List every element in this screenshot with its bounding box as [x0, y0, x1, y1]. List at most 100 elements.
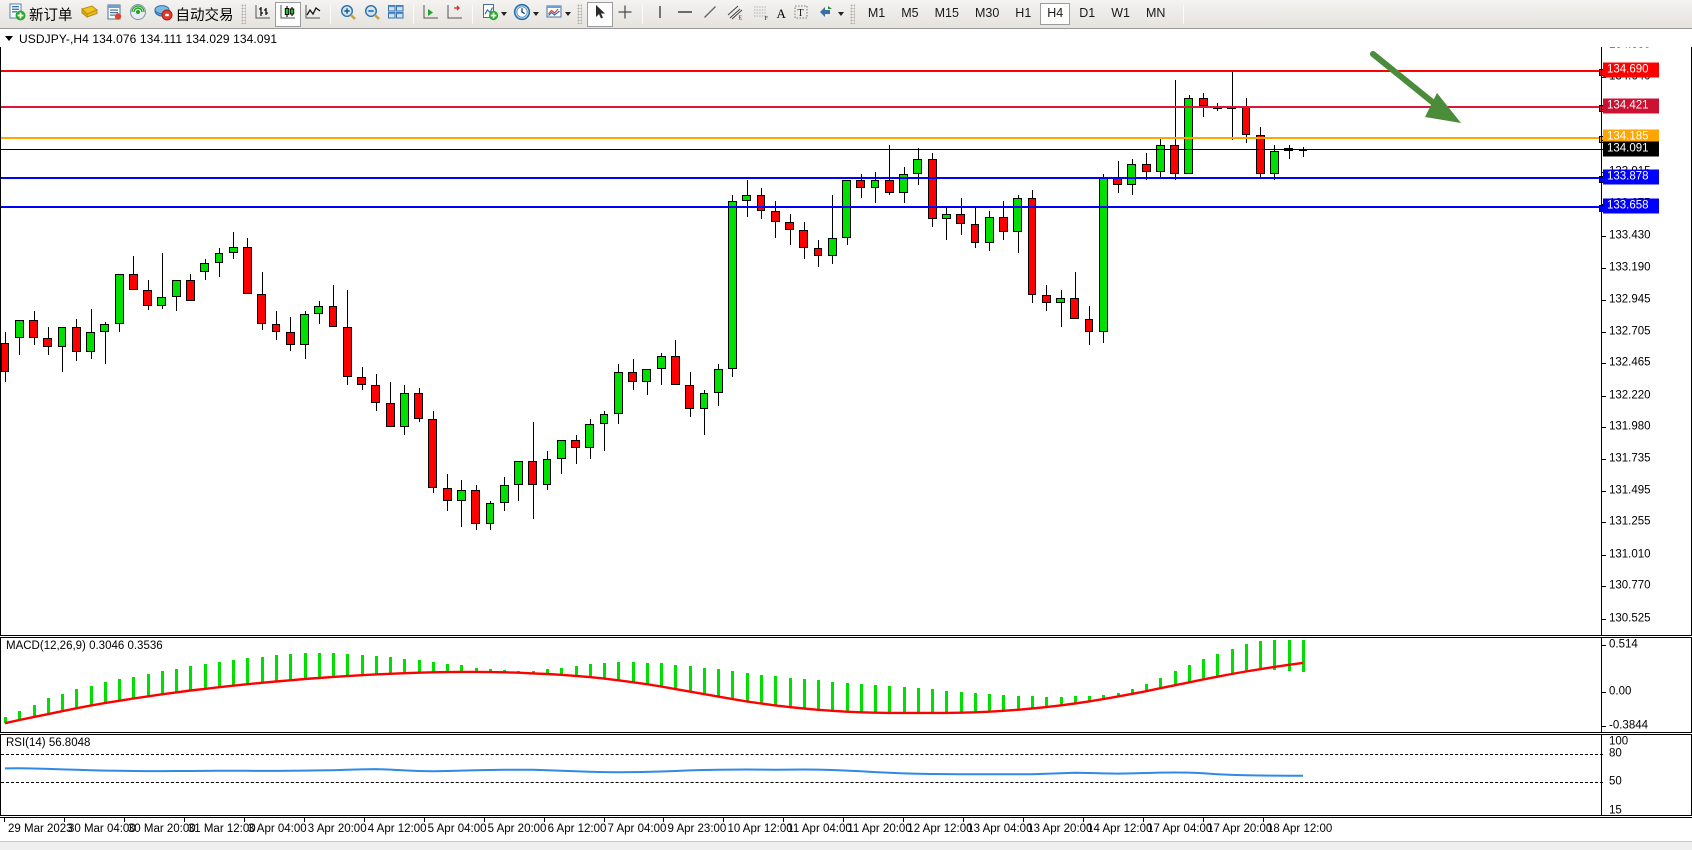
period-button[interactable] — [510, 2, 542, 27]
support-line-2[interactable] — [1, 205, 1603, 213]
horizontal-line-icon — [675, 3, 695, 26]
macd-axis[interactable]: 0.514 0.00 -0.3844 — [1601, 638, 1691, 732]
bearish-arrow-annotation[interactable] — [1367, 49, 1487, 139]
candle-body — [927, 158, 937, 220]
rsi-plot-area[interactable]: RSI(14) 56.8048 — [1, 735, 1603, 815]
price-tick-label: 133.190 — [1609, 261, 1651, 274]
timeframe-m5-button[interactable]: M5 — [901, 6, 919, 21]
timeframe-h1-button[interactable]: H1 — [1015, 6, 1032, 21]
candle-body — [442, 487, 452, 501]
candle-body — [756, 195, 766, 212]
auto-scroll-button[interactable] — [419, 2, 443, 27]
timeframe-m30-button[interactable]: M30 — [974, 6, 1000, 21]
macd-histogram-bar — [46, 698, 50, 715]
resistance-line-1[interactable] — [1, 69, 1603, 77]
timeframe-d1-button[interactable]: D1 — [1079, 6, 1096, 21]
candle-wick — [1075, 271, 1076, 317]
candle-wick — [790, 213, 791, 246]
time-axis-label: 13 Apr 04:00 — [967, 823, 1033, 835]
macd-histogram-bar — [816, 680, 820, 710]
cursor-button[interactable] — [586, 1, 613, 27]
chevron-down-icon[interactable] — [564, 12, 571, 16]
expert-advisors-button[interactable] — [77, 2, 102, 27]
toolbar-grip-3[interactable] — [849, 4, 855, 24]
macd-histogram-bar — [374, 655, 378, 675]
candle-body — [428, 419, 438, 488]
entry-line[interactable] — [1, 135, 1603, 143]
chart-dropdown-icon[interactable] — [5, 36, 13, 41]
price-tick — [1602, 459, 1606, 461]
line-chart-button[interactable] — [301, 2, 325, 27]
crosshair-button[interactable] — [613, 2, 637, 27]
fibonacci-button[interactable]: F — [748, 2, 774, 27]
candlestick-icon — [279, 3, 297, 26]
indicators-button[interactable] — [478, 2, 510, 27]
chevron-down-icon[interactable] — [532, 12, 539, 16]
macd-histogram-bar — [645, 662, 649, 685]
price-chart-pane[interactable]: 134.885134.640134.400134.160133.915133.6… — [0, 30, 1692, 636]
timeframe-mn-button[interactable]: MN — [1146, 6, 1166, 21]
macd-histogram-bar — [1230, 649, 1234, 674]
macd-plot-area[interactable]: MACD(12,26,9) 0.3046 0.3536 — [1, 638, 1603, 732]
new-order-button[interactable]: 新订单 — [4, 2, 77, 27]
text-button[interactable]: A — [774, 2, 789, 27]
time-axis-label: 5 Apr 20:00 — [487, 823, 547, 835]
price-plot-area[interactable] — [1, 31, 1603, 635]
macd-histogram-bar — [131, 676, 135, 699]
macd-histogram-bar — [859, 684, 863, 713]
timeframe-w1-button[interactable]: W1 — [1111, 6, 1130, 21]
equidistant-channel-button[interactable]: E — [722, 2, 748, 27]
timeframe-h4-button[interactable]: H4 — [1040, 3, 1071, 25]
resistance-line-2[interactable] — [1, 104, 1603, 112]
time-tick — [544, 818, 545, 822]
candle-body — [613, 371, 623, 414]
horizontal-line-button[interactable] — [672, 2, 698, 27]
autotrading-button[interactable]: 自动交易 — [150, 2, 238, 27]
time-tick — [663, 818, 664, 822]
macd-tick — [1602, 691, 1606, 693]
macd-histogram-bar — [1215, 654, 1219, 677]
candle-body — [228, 246, 238, 254]
templates-button[interactable] — [542, 2, 574, 27]
data-window-button[interactable] — [102, 2, 126, 27]
tile-windows-button[interactable] — [384, 2, 408, 27]
price-axis[interactable]: 134.885134.640134.400134.160133.915133.6… — [1601, 31, 1691, 635]
chevron-down-icon[interactable] — [837, 12, 844, 16]
zoom-out-button[interactable] — [360, 2, 384, 27]
timeframe-m15-button[interactable]: M15 — [934, 6, 959, 21]
candle-body — [713, 369, 723, 393]
trendline-icon — [701, 3, 719, 26]
text-label-button[interactable]: T — [789, 2, 813, 27]
candle-body — [57, 327, 67, 347]
arrows-button[interactable] — [813, 2, 847, 27]
toolbar-grip-2[interactable] — [576, 4, 582, 24]
candlestick-chart-button[interactable] — [274, 1, 301, 27]
bar-chart-button[interactable] — [251, 2, 275, 27]
candle-body — [14, 320, 24, 338]
signals-button[interactable] — [126, 2, 150, 27]
time-tick — [184, 818, 185, 822]
zoom-in-button[interactable] — [336, 2, 360, 27]
macd-pane[interactable]: MACD(12,26,9) 0.3046 0.3536 0.514 0.00 -0.… — [0, 637, 1692, 733]
bar-chart-icon — [254, 3, 272, 26]
rsi-pane[interactable]: RSI(14) 56.8048 100 80 50 15 — [0, 734, 1692, 816]
time-axis-label: 31 Mar 12:00 — [187, 823, 256, 835]
current-price-line[interactable] — [1, 149, 1603, 151]
support-line-1[interactable] — [1, 176, 1603, 184]
candle-body — [556, 440, 566, 459]
vertical-line-button[interactable] — [648, 2, 672, 27]
candle-wick — [1061, 290, 1062, 328]
macd-histogram-bar — [1272, 640, 1276, 671]
chevron-down-icon[interactable] — [500, 12, 507, 16]
price-tick — [1602, 331, 1606, 333]
toolbar-grip[interactable] — [240, 4, 246, 24]
time-axis-label: 11 Apr 04:00 — [787, 823, 852, 835]
rsi-axis[interactable]: 100 80 50 15 — [1601, 735, 1691, 815]
time-tick — [1083, 818, 1084, 822]
trendline-button[interactable] — [698, 2, 722, 27]
macd-histogram-bar — [117, 679, 121, 701]
price-tick — [1602, 490, 1606, 492]
timeframe-m1-button[interactable]: M1 — [867, 6, 886, 21]
candle-body — [999, 216, 1008, 233]
chart-shift-button[interactable] — [443, 2, 467, 27]
